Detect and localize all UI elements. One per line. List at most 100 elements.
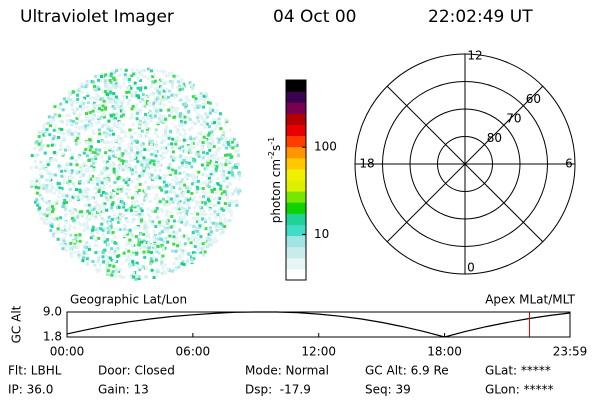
pixel — [124, 159, 128, 163]
pixel — [144, 180, 148, 184]
pixel — [91, 109, 95, 113]
pixel — [155, 256, 159, 260]
latitude-circle — [437, 136, 493, 192]
pixel — [209, 156, 213, 160]
pixel — [139, 143, 143, 147]
pixel — [133, 205, 137, 209]
pixel — [101, 90, 105, 94]
pixel — [137, 89, 140, 93]
pixel — [220, 207, 224, 211]
pixel — [146, 233, 150, 237]
pixel — [152, 98, 156, 102]
pixel — [208, 148, 212, 152]
pixel — [124, 234, 128, 238]
pixel — [88, 244, 92, 248]
pixel — [94, 191, 98, 195]
pixel — [228, 204, 232, 207]
pixel — [172, 74, 176, 78]
pixel — [97, 257, 101, 261]
pixel — [161, 224, 165, 228]
pixel — [104, 134, 108, 138]
mlt-label: 6 — [565, 157, 573, 171]
pixel — [132, 95, 136, 98]
pixel — [216, 189, 220, 193]
pixel — [156, 215, 160, 219]
pixel — [201, 187, 205, 190]
pixel — [94, 157, 98, 160]
pixel — [131, 220, 134, 224]
pixel — [148, 215, 152, 219]
pixel — [236, 162, 240, 166]
pixel — [221, 228, 225, 232]
pixel — [184, 222, 188, 226]
x-tick-label: 23:59 — [553, 345, 588, 359]
pixel — [116, 256, 119, 260]
pixel — [98, 268, 102, 272]
pixel — [162, 114, 165, 118]
pixel — [125, 202, 128, 206]
pixel — [34, 177, 38, 181]
pixel — [105, 132, 109, 135]
pixel — [154, 260, 158, 264]
pixel — [134, 165, 138, 169]
pixel — [85, 195, 89, 199]
info-panel: Flt: LBHL Door: Closed Mode: Normal GC Alt:… — [8, 364, 554, 397]
pixel — [102, 159, 105, 163]
pixel — [84, 124, 88, 128]
pixel — [178, 88, 182, 92]
pixel — [227, 175, 231, 179]
pixel — [215, 196, 219, 200]
pixel — [139, 88, 142, 92]
pixel — [119, 197, 123, 200]
pixel — [113, 107, 117, 110]
colorbar-segment — [286, 235, 306, 248]
pixel — [216, 157, 220, 161]
pixel — [108, 89, 112, 93]
pixel — [196, 179, 200, 183]
pixel — [191, 198, 194, 202]
pixel — [136, 86, 140, 90]
pixel — [178, 248, 182, 252]
pixel — [107, 117, 111, 121]
pixel — [237, 177, 241, 181]
pixel — [109, 72, 113, 76]
pixel — [223, 202, 227, 206]
pixel — [37, 135, 41, 139]
pixel — [137, 274, 141, 278]
pixel — [77, 251, 81, 254]
pixel — [165, 149, 169, 153]
pixel — [166, 222, 169, 226]
pixel — [144, 196, 148, 200]
pixel — [161, 246, 165, 250]
pixel — [201, 217, 205, 221]
pixel — [81, 164, 85, 168]
pixel — [110, 273, 114, 277]
pixel — [56, 182, 60, 186]
pixel — [74, 121, 78, 125]
pixel — [110, 247, 114, 251]
pixel — [192, 145, 196, 149]
pixel — [137, 277, 141, 281]
pixel — [227, 207, 231, 211]
pixel — [103, 178, 107, 182]
pixel — [60, 128, 64, 131]
pixel — [225, 205, 228, 209]
pixel — [203, 97, 207, 101]
pixel — [77, 134, 81, 138]
pixel — [87, 145, 91, 148]
pixel — [109, 195, 113, 199]
pixel — [169, 197, 173, 201]
pixel — [87, 166, 91, 170]
pixel — [84, 248, 88, 252]
pixel — [125, 152, 129, 156]
pixel — [236, 149, 240, 153]
pixel — [194, 99, 197, 103]
pixel — [112, 113, 116, 117]
pixel — [66, 181, 69, 185]
pixel — [101, 251, 105, 255]
pixel — [219, 127, 223, 131]
pixel — [99, 80, 103, 84]
pixel — [137, 153, 141, 157]
pixel — [223, 225, 227, 228]
pixel — [166, 269, 170, 273]
